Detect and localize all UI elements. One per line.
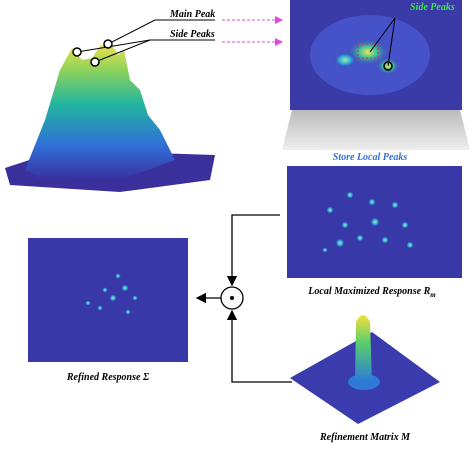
label-part: m: [430, 291, 436, 299]
response-heatmap: [290, 0, 462, 110]
elementwise-dot: [230, 296, 234, 300]
refined-heatmap: [28, 238, 188, 362]
refinement-label: Refinement Matrix M: [319, 432, 411, 443]
side-peaks-label: Side Peaks: [170, 29, 215, 40]
side-peaks-map-label: Side Peaks: [410, 2, 455, 13]
local-response-label: Local Maximized Response Rm: [307, 286, 436, 299]
store-funnel: [282, 110, 470, 150]
main-peak-label: Main Peak: [169, 9, 215, 20]
store-label: Store Local Peaks: [333, 152, 408, 163]
refinement-surface: [290, 315, 440, 424]
label-part: Local Maximized Response R: [307, 286, 430, 297]
local-heatmap: [287, 166, 462, 278]
flow-arrows: [195, 214, 292, 383]
surface-plot: [5, 42, 215, 192]
refined-label: Refined Response Σ: [66, 372, 150, 383]
